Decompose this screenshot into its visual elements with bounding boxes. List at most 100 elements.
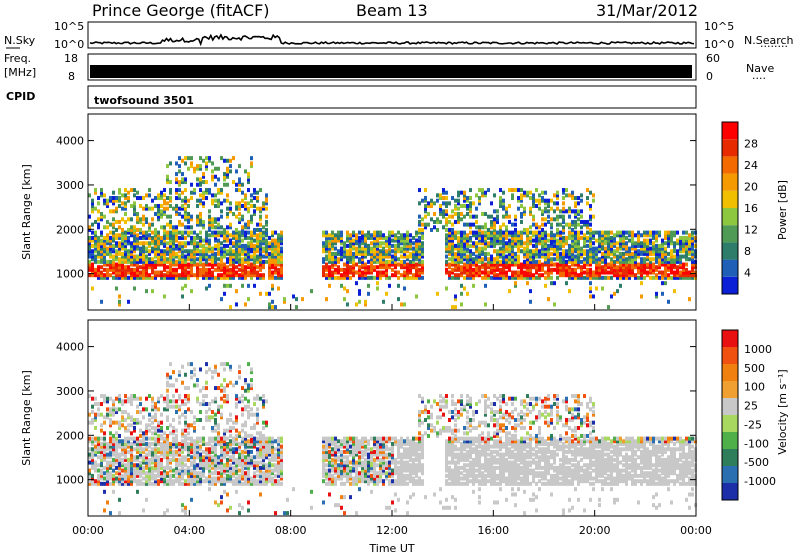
velocity-cell <box>184 433 187 438</box>
power-cell <box>142 262 145 267</box>
velocity-cell <box>187 473 190 478</box>
power-cell <box>169 246 172 251</box>
power-cell <box>574 201 577 206</box>
power-cell <box>259 273 262 278</box>
power-cell <box>541 230 544 235</box>
power-cell <box>169 225 172 230</box>
velocity-cell <box>133 476 136 481</box>
power-cell <box>418 262 421 267</box>
velocity-cell <box>244 471 247 476</box>
power-cell <box>100 273 103 278</box>
power-cell <box>169 222 172 227</box>
power-cell <box>529 265 532 270</box>
power-cell <box>235 214 238 219</box>
power-cell <box>112 198 115 203</box>
power-cell <box>184 275 187 280</box>
power-cell <box>151 246 154 251</box>
velocity-cell <box>181 481 184 486</box>
velocity-cell <box>256 473 259 478</box>
power-cell <box>166 201 169 206</box>
power-cell <box>556 267 559 272</box>
velocity-cell <box>271 441 274 446</box>
power-cell <box>511 243 514 248</box>
velocity-cell <box>253 465 256 470</box>
power-cell <box>436 193 439 198</box>
power-cell <box>559 235 562 240</box>
power-cell <box>334 246 337 251</box>
power-cell <box>574 246 577 251</box>
power-cell <box>331 241 334 246</box>
power-cell <box>541 198 544 203</box>
power-cell <box>445 211 448 216</box>
power-cell <box>454 275 457 280</box>
power-cell <box>640 257 643 262</box>
velocity-cell <box>250 455 253 460</box>
power-cell <box>199 238 202 243</box>
power-cell <box>484 211 487 216</box>
power-cell <box>643 246 646 251</box>
power-cell <box>235 241 238 246</box>
power-cell <box>217 241 220 246</box>
power-cell <box>610 270 613 275</box>
velocity-cell <box>157 447 160 452</box>
power-cell <box>121 230 124 235</box>
velocity-cell <box>184 505 187 510</box>
velocity-cell <box>130 457 133 462</box>
velocity-cell <box>118 511 121 516</box>
power-cell <box>247 180 250 185</box>
velocity-cell <box>184 402 187 407</box>
power-cell <box>151 222 154 227</box>
power-cell <box>361 265 364 270</box>
velocity-cell <box>118 399 121 404</box>
power-cell <box>163 193 166 198</box>
power-cell <box>100 249 103 254</box>
power-cell <box>571 259 574 264</box>
power-cell <box>475 225 478 230</box>
velocity-cell <box>148 457 151 462</box>
power-cell <box>247 177 250 182</box>
velocity-cell <box>196 476 199 481</box>
power-cell <box>526 246 529 251</box>
power-cell <box>223 235 226 240</box>
velocity-cell <box>88 479 91 484</box>
power-cell <box>595 246 598 251</box>
power-cell <box>202 246 205 251</box>
power-cell <box>436 227 439 232</box>
velocity-cell <box>127 457 130 462</box>
power-cell <box>421 198 424 203</box>
power-cell <box>196 270 199 275</box>
power-cell <box>556 241 559 246</box>
velocity-cell <box>274 465 277 470</box>
power-cell <box>208 238 211 243</box>
velocity-cell <box>190 449 193 454</box>
power-cell <box>97 275 100 280</box>
power-cell <box>232 180 235 185</box>
power-cell <box>199 259 202 264</box>
power-cell <box>109 246 112 251</box>
power-cell <box>139 270 142 275</box>
power-cell <box>331 238 334 243</box>
power-cell <box>511 275 514 280</box>
power-cell <box>556 270 559 275</box>
power-cell <box>136 262 139 267</box>
power-cell <box>550 206 553 211</box>
power-cell <box>538 249 541 254</box>
power-cell <box>574 257 577 262</box>
power-cell <box>403 265 406 270</box>
power-cell <box>262 233 265 238</box>
power-cell <box>325 235 328 240</box>
power-cell <box>685 267 688 272</box>
power-cell <box>184 257 187 262</box>
power-cell <box>508 219 511 224</box>
velocity-cell <box>148 481 151 486</box>
power-cell <box>466 267 469 272</box>
power-cell <box>133 267 136 272</box>
power-cell <box>229 262 232 267</box>
power-cell <box>601 238 604 243</box>
velocity-cell <box>166 372 169 377</box>
power-cell <box>406 230 409 235</box>
power-cell <box>622 270 625 275</box>
power-cell <box>418 249 421 254</box>
power-cell <box>493 233 496 238</box>
power-cell <box>421 262 424 267</box>
